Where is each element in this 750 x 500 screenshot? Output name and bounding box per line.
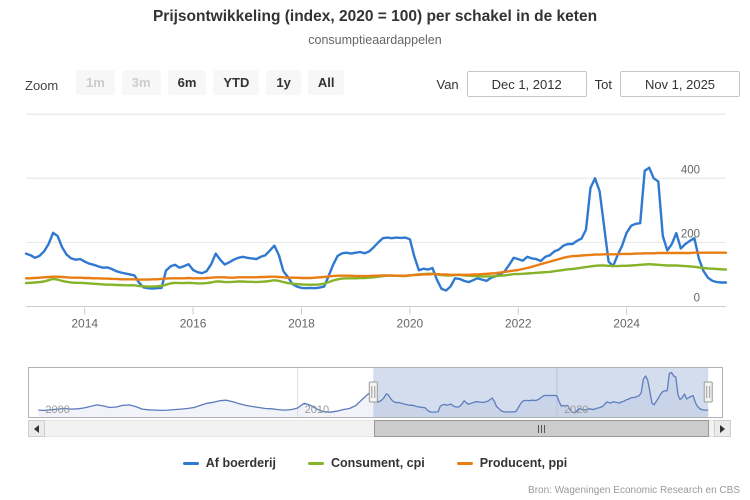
legend-item-af-boerderij[interactable]: Af boerderij <box>182 456 276 470</box>
legend: Af boerderij Consument, cpi Producent, p… <box>0 456 750 470</box>
from-date-label: Van <box>436 76 459 92</box>
zoom-label: Zoom <box>25 78 59 93</box>
range-button-1y[interactable]: 1y <box>266 70 301 95</box>
main-plot-area[interactable]: 2014 2016 2018 2020 2022 2024 0 200 400 <box>0 105 750 340</box>
scrollbar-grip-icon <box>541 424 542 433</box>
range-button-1m: 1m <box>76 70 115 95</box>
scrollbar-right-button[interactable] <box>714 420 731 437</box>
range-button-ytd[interactable]: YTD <box>213 70 260 95</box>
scrollbar-thumb[interactable] <box>374 420 709 437</box>
x-axis-label: 2014 <box>71 317 98 331</box>
navigator-axis-label: 2020 <box>564 404 588 416</box>
legend-item-producent-ppi[interactable]: Producent, ppi <box>456 456 568 470</box>
x-axis-label: 2016 <box>180 317 207 331</box>
scrollbar-right-arrow-icon <box>720 424 725 433</box>
chart-subtitle: consumptieaardappelen <box>308 33 442 47</box>
legend-marker-producent-ppi <box>456 461 473 465</box>
navigator-axis-label: 2010 <box>305 404 329 416</box>
from-date-input[interactable] <box>466 71 587 97</box>
y-axis-label: 0 <box>694 293 700 305</box>
navigator-right-handle[interactable] <box>703 381 713 403</box>
series-line-af-boerderij <box>24 166 728 292</box>
to-date-input[interactable] <box>620 71 740 97</box>
legend-marker-af-boerderij <box>182 461 199 465</box>
range-button-all[interactable]: All <box>307 70 345 95</box>
legend-label-producent-ppi: Producent, ppi <box>479 456 568 470</box>
legend-label-af-boerderij: Af boerderij <box>205 456 276 470</box>
y-axis-label: 200 <box>681 228 700 240</box>
navigator-series-line <box>38 371 709 414</box>
legend-item-consument-cpi[interactable]: Consument, cpi <box>307 456 425 470</box>
navigator-axis-label: 2000 <box>45 404 69 416</box>
x-axis-label: 2018 <box>288 317 315 331</box>
range-button-6m[interactable]: 6m <box>167 70 207 95</box>
series-line-consument-cpi <box>24 262 728 288</box>
y-axis-label: 400 <box>681 164 700 176</box>
navigator-area-fill <box>38 372 709 418</box>
x-axis-label: 2024 <box>613 317 640 331</box>
credits: Bron: Wageningen Economic Research en CB… <box>528 485 740 496</box>
navigator[interactable]: 2000 2010 2020 <box>0 360 750 420</box>
x-axis-label: 2022 <box>505 317 532 331</box>
scrollbar-left-button[interactable] <box>28 420 45 437</box>
navigator-outline <box>28 367 723 418</box>
scrollbar-left-arrow-icon <box>34 424 39 433</box>
range-selector-buttons: 1m 3m 6m YTD 1y All <box>76 70 345 95</box>
x-axis-label: 2020 <box>397 317 424 331</box>
series-line-producent-ppi <box>24 251 728 281</box>
navigator-left-handle[interactable] <box>368 381 378 403</box>
legend-label-consument-cpi: Consument, cpi <box>330 456 425 470</box>
range-button-3m: 3m <box>121 70 161 95</box>
scrollbar-grip-icon <box>538 424 539 433</box>
chart-title: Prijsontwikkeling (index, 2020 = 100) pe… <box>152 8 598 25</box>
range-selector-inputs: Van Tot <box>428 71 740 97</box>
navigator-selected-mask[interactable] <box>373 367 709 418</box>
legend-marker-consument-cpi <box>307 461 324 465</box>
to-date-label: Tot <box>594 76 612 92</box>
navigator-scrollbar[interactable] <box>28 420 731 437</box>
scrollbar-grip-icon <box>544 424 545 433</box>
